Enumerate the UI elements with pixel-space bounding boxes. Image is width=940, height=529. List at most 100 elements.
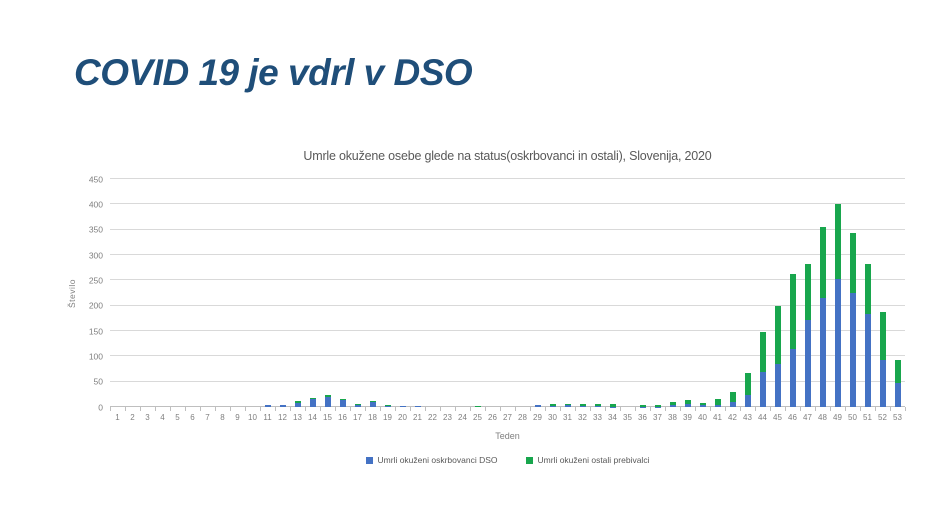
x-tick-mark (440, 407, 441, 411)
x-tick-label: 32 (578, 413, 587, 422)
x-tick-label: 9 (235, 413, 240, 422)
gridline (110, 203, 905, 205)
x-tick-mark (860, 407, 861, 411)
bar-slot-week-33 (590, 179, 605, 407)
bar-segment-dso-week-48 (819, 298, 826, 407)
bar-slot-week-52 (875, 179, 890, 407)
x-tick-label: 14 (308, 413, 317, 422)
x-tick-mark (905, 407, 906, 411)
x-tick-mark (635, 407, 636, 411)
bar-segment-dso-week-21 (414, 406, 421, 407)
gridline (110, 178, 905, 179)
bar-segment-dso-week-15 (324, 397, 331, 407)
bar-slot-week-44 (755, 179, 770, 407)
chart: Umrle okužene osebe glede na status(oskr… (65, 138, 917, 498)
bar-week-25 (474, 406, 481, 407)
x-tick-label: 10 (248, 413, 257, 422)
x-tick-mark (184, 407, 186, 411)
gridline (110, 304, 905, 306)
x-tick-label: 27 (503, 413, 512, 422)
x-tick-mark (245, 407, 246, 411)
bar-week-15 (324, 394, 331, 407)
y-tick-label: 100 (88, 351, 103, 362)
bar-segment-dso-week-41 (714, 405, 721, 407)
x-tick-mark (515, 407, 516, 411)
x-tick-mark (680, 407, 681, 411)
y-tick-label: 200 (88, 300, 103, 311)
bar-segment-dso-week-42 (729, 401, 736, 407)
bar-segment-dso-week-40 (699, 404, 706, 407)
x-tick-mark (725, 407, 726, 411)
y-tick-label: 0 (98, 401, 103, 412)
bar-week-12 (279, 404, 286, 407)
bar-slot-week-34 (605, 179, 620, 407)
x-tick-label: 29 (533, 413, 542, 422)
bar-segment-dso-week-11 (264, 404, 271, 407)
bar-slot-week-46 (785, 179, 800, 407)
x-tick-label: 20 (398, 413, 407, 422)
bar-segment-dso-week-20 (399, 406, 406, 407)
x-tick-mark (170, 407, 171, 411)
bar-slot-week-18 (365, 179, 380, 407)
x-tick-label: 38 (668, 413, 677, 422)
bar-segment-ostali-week-17 (354, 403, 361, 405)
bar-slot-week-13 (290, 179, 305, 407)
x-tick-label: 21 (413, 413, 422, 422)
bar-slot-week-19 (380, 179, 395, 407)
bar-slot-week-6 (185, 179, 200, 407)
bar-week-44 (759, 332, 766, 407)
x-tick-mark (320, 407, 321, 411)
bar-segment-ostali-week-32 (579, 403, 586, 406)
x-tick-label: 34 (608, 413, 617, 422)
x-tick-mark (335, 407, 336, 411)
x-tick-mark (455, 407, 456, 411)
bar-segment-dso-week-34 (609, 406, 616, 407)
legend-item-ostali: Umrli okuženi ostali prebivalci (525, 455, 649, 465)
bar-segment-ostali-week-49 (834, 204, 841, 279)
y-tick-label: 400 (88, 199, 103, 210)
bar-segment-ostali-week-16 (339, 398, 346, 400)
bar-week-50 (849, 233, 856, 407)
x-tick-label: 30 (548, 413, 557, 422)
bar-slot-week-43 (740, 179, 755, 407)
bar-segment-ostali-week-43 (744, 372, 751, 396)
x-tick-label: 35 (623, 413, 632, 422)
bar-segment-dso-week-39 (684, 404, 691, 407)
x-tick-label: 4 (160, 413, 165, 422)
x-tick-label: 52 (878, 413, 887, 422)
x-tick-label: 53 (893, 413, 902, 422)
bar-slot-week-47 (800, 179, 815, 407)
bar-slot-week-39 (680, 179, 695, 407)
bar-slot-week-17 (350, 179, 365, 407)
x-tick-label: 39 (683, 413, 692, 422)
bar-slot-week-4 (155, 179, 170, 407)
bar-slot-week-53 (890, 179, 905, 407)
bar-series (110, 179, 905, 407)
bar-slot-week-15 (320, 179, 335, 407)
bar-segment-ostali-week-39 (684, 400, 691, 405)
x-tick-label: 33 (593, 413, 602, 422)
bar-segment-ostali-week-41 (714, 399, 721, 406)
x-tick-label: 37 (653, 413, 662, 422)
bar-segment-dso-week-38 (669, 404, 676, 407)
bar-slot-week-21 (410, 179, 425, 407)
y-axis-tick-labels: 0 50 100 150 200 250 300 350 400 450 (65, 175, 103, 411)
bar-week-40 (699, 402, 706, 407)
bar-slot-week-24 (455, 179, 470, 407)
x-tick-label: 24 (458, 413, 467, 422)
bar-slot-week-23 (440, 179, 455, 407)
x-tick-label: 43 (743, 413, 752, 422)
bar-slot-week-12 (275, 179, 290, 407)
bar-slot-week-50 (845, 179, 860, 407)
gridline (110, 254, 905, 255)
x-tick-label: 31 (563, 413, 572, 422)
x-tick-mark (650, 407, 651, 411)
bar-week-14 (309, 397, 316, 407)
bar-slot-week-10 (245, 179, 260, 407)
x-tick-label: 17 (353, 413, 362, 422)
bar-week-18 (369, 400, 376, 407)
x-tick-label: 18 (368, 413, 377, 422)
bar-slot-week-35 (620, 179, 635, 407)
x-tick-mark (155, 407, 156, 411)
x-tick-mark (575, 407, 576, 411)
